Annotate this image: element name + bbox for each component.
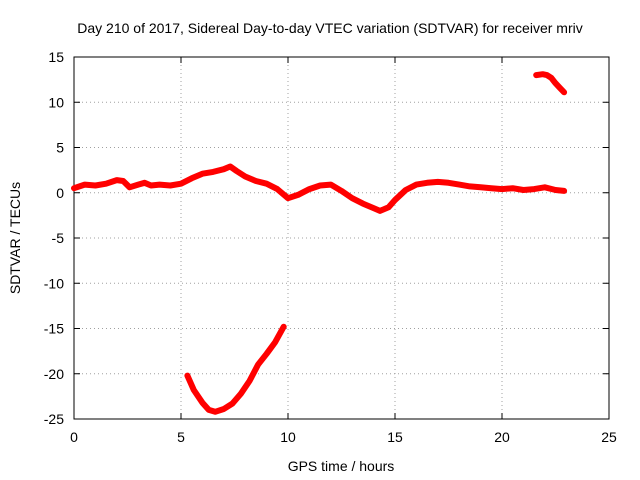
grid-lines bbox=[74, 57, 609, 419]
y-tick-label: -5 bbox=[52, 230, 65, 246]
x-tick-label: 25 bbox=[601, 429, 617, 445]
y-axis-label: SDTVAR / TECUs bbox=[7, 182, 23, 294]
x-tick-label: 5 bbox=[177, 429, 185, 445]
y-tick-label: 10 bbox=[48, 94, 64, 110]
x-tick-label: 15 bbox=[387, 429, 403, 445]
x-tick-label: 20 bbox=[494, 429, 510, 445]
x-tick-label: 0 bbox=[70, 429, 78, 445]
series-main-band bbox=[71, 163, 568, 214]
data-series bbox=[71, 71, 568, 415]
tick-labels: 0 5 10 15 20 25 -25 -20 -15 -10 -5 0 5 10 15 bbox=[44, 49, 617, 445]
series-high-segment bbox=[533, 71, 568, 96]
y-tick-label: 5 bbox=[56, 140, 64, 156]
series-low-arc bbox=[184, 323, 287, 415]
y-tick-label: -10 bbox=[44, 275, 64, 291]
x-axis-label: GPS time / hours bbox=[288, 458, 395, 474]
axis-ticks bbox=[73, 56, 610, 420]
y-tick-label: -20 bbox=[44, 366, 64, 382]
y-tick-label: -15 bbox=[44, 321, 64, 337]
x-tick-label: 10 bbox=[280, 429, 296, 445]
y-tick-label: 0 bbox=[56, 185, 64, 201]
y-tick-label: 15 bbox=[48, 49, 64, 65]
y-tick-label: -25 bbox=[44, 411, 64, 427]
chart-title: Day 210 of 2017, Sidereal Day-to-day VTE… bbox=[77, 20, 582, 36]
